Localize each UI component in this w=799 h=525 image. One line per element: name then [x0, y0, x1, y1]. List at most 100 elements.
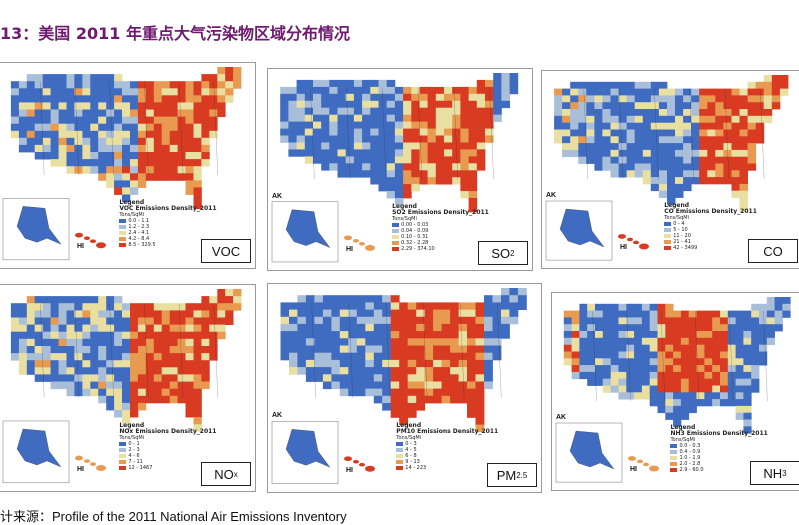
figure-title: 13：美国 2011 年重点大气污染物区域分布情况 — [0, 24, 350, 43]
legend-unit: Tons/SqMi — [670, 436, 696, 443]
legend-heading: Legend — [392, 202, 417, 210]
legend-class: 4.2 - 8.4 — [119, 236, 216, 242]
map-legend: Legend NOx Emissions Density_2011 Tons/SqM… — [119, 423, 216, 471]
legend-class: 4 - 6 — [119, 453, 216, 459]
legend-class: 1.0 - 1.9 — [670, 455, 767, 461]
choropleth-map — [2, 67, 242, 261]
legend-layer-name: NH3 Emissions Density_2011 — [670, 429, 768, 437]
hawaii-label: HI — [77, 243, 84, 251]
legend-layer-name: CO Emissions Density_2011 — [664, 207, 757, 215]
choropleth-map — [545, 75, 789, 261]
map-panel-voc: HI Legend VOC Emissions Density_2011 Tons/S… — [0, 62, 256, 269]
legend-heading: Legend — [664, 201, 690, 209]
hawaii-label: HI — [346, 466, 353, 474]
legend-unit: Tons/SqMi — [392, 215, 417, 222]
map-legend: Legend CO Emissions Density_2011 Tons/SqMi… — [664, 201, 757, 251]
legend-class: 0.00 - 0.03 — [392, 222, 489, 228]
pollutant-label: VOC — [201, 239, 251, 263]
legend-heading: Legend — [670, 423, 696, 431]
legend-swatch — [119, 454, 127, 459]
choropleth-map — [555, 297, 791, 483]
legend-class: 0 - 3 — [396, 441, 498, 447]
legend-swatch — [664, 233, 672, 238]
legend-swatch — [670, 443, 678, 448]
legend-class: 0.32 - 2.28 — [392, 240, 489, 246]
legend-swatch — [119, 460, 127, 465]
alaska-label: AK — [272, 192, 283, 200]
alaska-inset — [285, 429, 331, 468]
legend-class: 14 - 223 — [396, 465, 498, 471]
legend-heading: Legend — [119, 199, 145, 207]
legend-swatch — [119, 219, 127, 224]
pollutant-label: NH 3 — [750, 461, 799, 485]
legend-class: 2 - 3 — [119, 447, 216, 453]
legend-swatch — [664, 245, 672, 250]
legend-class: 11 - 20 — [664, 233, 757, 239]
hawaii-label: HI — [620, 244, 627, 252]
pollutant-label: PM 2.5 — [487, 463, 537, 487]
alaska-inset — [559, 208, 605, 248]
legend-unit: Tons/SqMi — [119, 212, 145, 219]
map-panel-so2: AK HI Legend SO2 Emissions Density_2011 Tons… — [267, 68, 533, 271]
legend-swatch — [396, 460, 404, 465]
alaska-inset — [285, 209, 331, 249]
legend-layer-name: PM10 Emissions Density_2011 — [396, 428, 499, 436]
legend-swatch — [392, 228, 400, 233]
legend-swatch — [119, 225, 127, 230]
legend-swatch — [119, 442, 127, 447]
legend-swatch — [396, 448, 404, 453]
legend-swatch — [392, 234, 400, 239]
legend-swatch — [119, 237, 127, 242]
choropleth-map — [2, 289, 242, 484]
alaska-inset — [569, 430, 615, 470]
map-legend: Legend PM10 Emissions Density_2011 Tons/Sq… — [396, 423, 498, 471]
pollutant-label: NO x — [201, 462, 251, 486]
legend-class: 9 - 13 — [396, 459, 498, 465]
legend-heading: Legend — [119, 422, 145, 430]
hawaii-label: HI — [630, 466, 637, 474]
legend-class: 8.5 - 329.5 — [119, 242, 216, 248]
legend-swatch — [119, 448, 127, 453]
pollutant-label: CO — [748, 239, 798, 263]
map-legend: Legend NH3 Emissions Density_2011 Tons/SqM… — [670, 423, 768, 473]
legend-class: 0.0 - 0.3 — [670, 443, 767, 449]
legend-swatch — [392, 240, 400, 245]
legend-class: 7 - 11 — [119, 459, 216, 465]
map-legend: Legend SO2 Emissions Density_2011 Tons/SqM… — [392, 202, 489, 252]
legend-swatch — [670, 449, 678, 454]
legend-class: 2.9 - 60.0 — [670, 467, 767, 473]
legend-class: 0 - 4 — [664, 221, 757, 227]
legend-class: 4 - 5 — [396, 447, 498, 453]
legend-class: 0.04 - 0.09 — [392, 228, 489, 234]
legend-swatch — [670, 467, 678, 472]
legend-swatch — [119, 466, 127, 471]
map-panel-co: AK HI Legend CO Emissions Density_2011 Tons/… — [541, 70, 799, 269]
legend-class: 12 - 1467 — [119, 465, 216, 471]
map-legend: Legend VOC Emissions Density_2011 Tons/SqM… — [119, 199, 217, 248]
legend-swatch — [670, 455, 678, 460]
legend-class: 2.29 - 374.10 — [392, 246, 489, 252]
legend-class: 5 - 10 — [664, 227, 757, 233]
legend-class: 0 - 1 — [119, 441, 216, 447]
map-panel-pm25: AK HI Legend PM10 Emissions Density_2011 Ton… — [267, 283, 542, 493]
legend-class: 42 - 3499 — [664, 245, 757, 251]
alaska-inset — [16, 428, 62, 468]
legend-class: 2.4 - 4.1 — [119, 230, 216, 236]
alaska-label: AK — [546, 192, 557, 200]
legend-class: 0.10 - 0.31 — [392, 234, 489, 240]
legend-class: 0.4 - 0.9 — [670, 449, 767, 455]
legend-unit: Tons/SqMi — [664, 214, 689, 221]
legend-class: 2.0 - 2.8 — [670, 461, 767, 467]
legend-swatch — [392, 222, 400, 227]
alaska-label: AK — [272, 412, 283, 420]
legend-layer-name: SO2 Emissions Density_2011 — [392, 208, 489, 216]
legend-class: 0.0 - 1.1 — [119, 218, 216, 224]
pollutant-label: SO 2 — [478, 241, 528, 265]
choropleth-map — [271, 73, 519, 263]
legend-swatch — [396, 454, 404, 459]
legend-swatch — [664, 227, 672, 232]
alaska-label: AK — [556, 414, 567, 422]
legend-swatch — [670, 461, 678, 466]
hawaii-label: HI — [346, 245, 353, 253]
legend-layer-name: VOC Emissions Density_2011 — [119, 205, 217, 213]
